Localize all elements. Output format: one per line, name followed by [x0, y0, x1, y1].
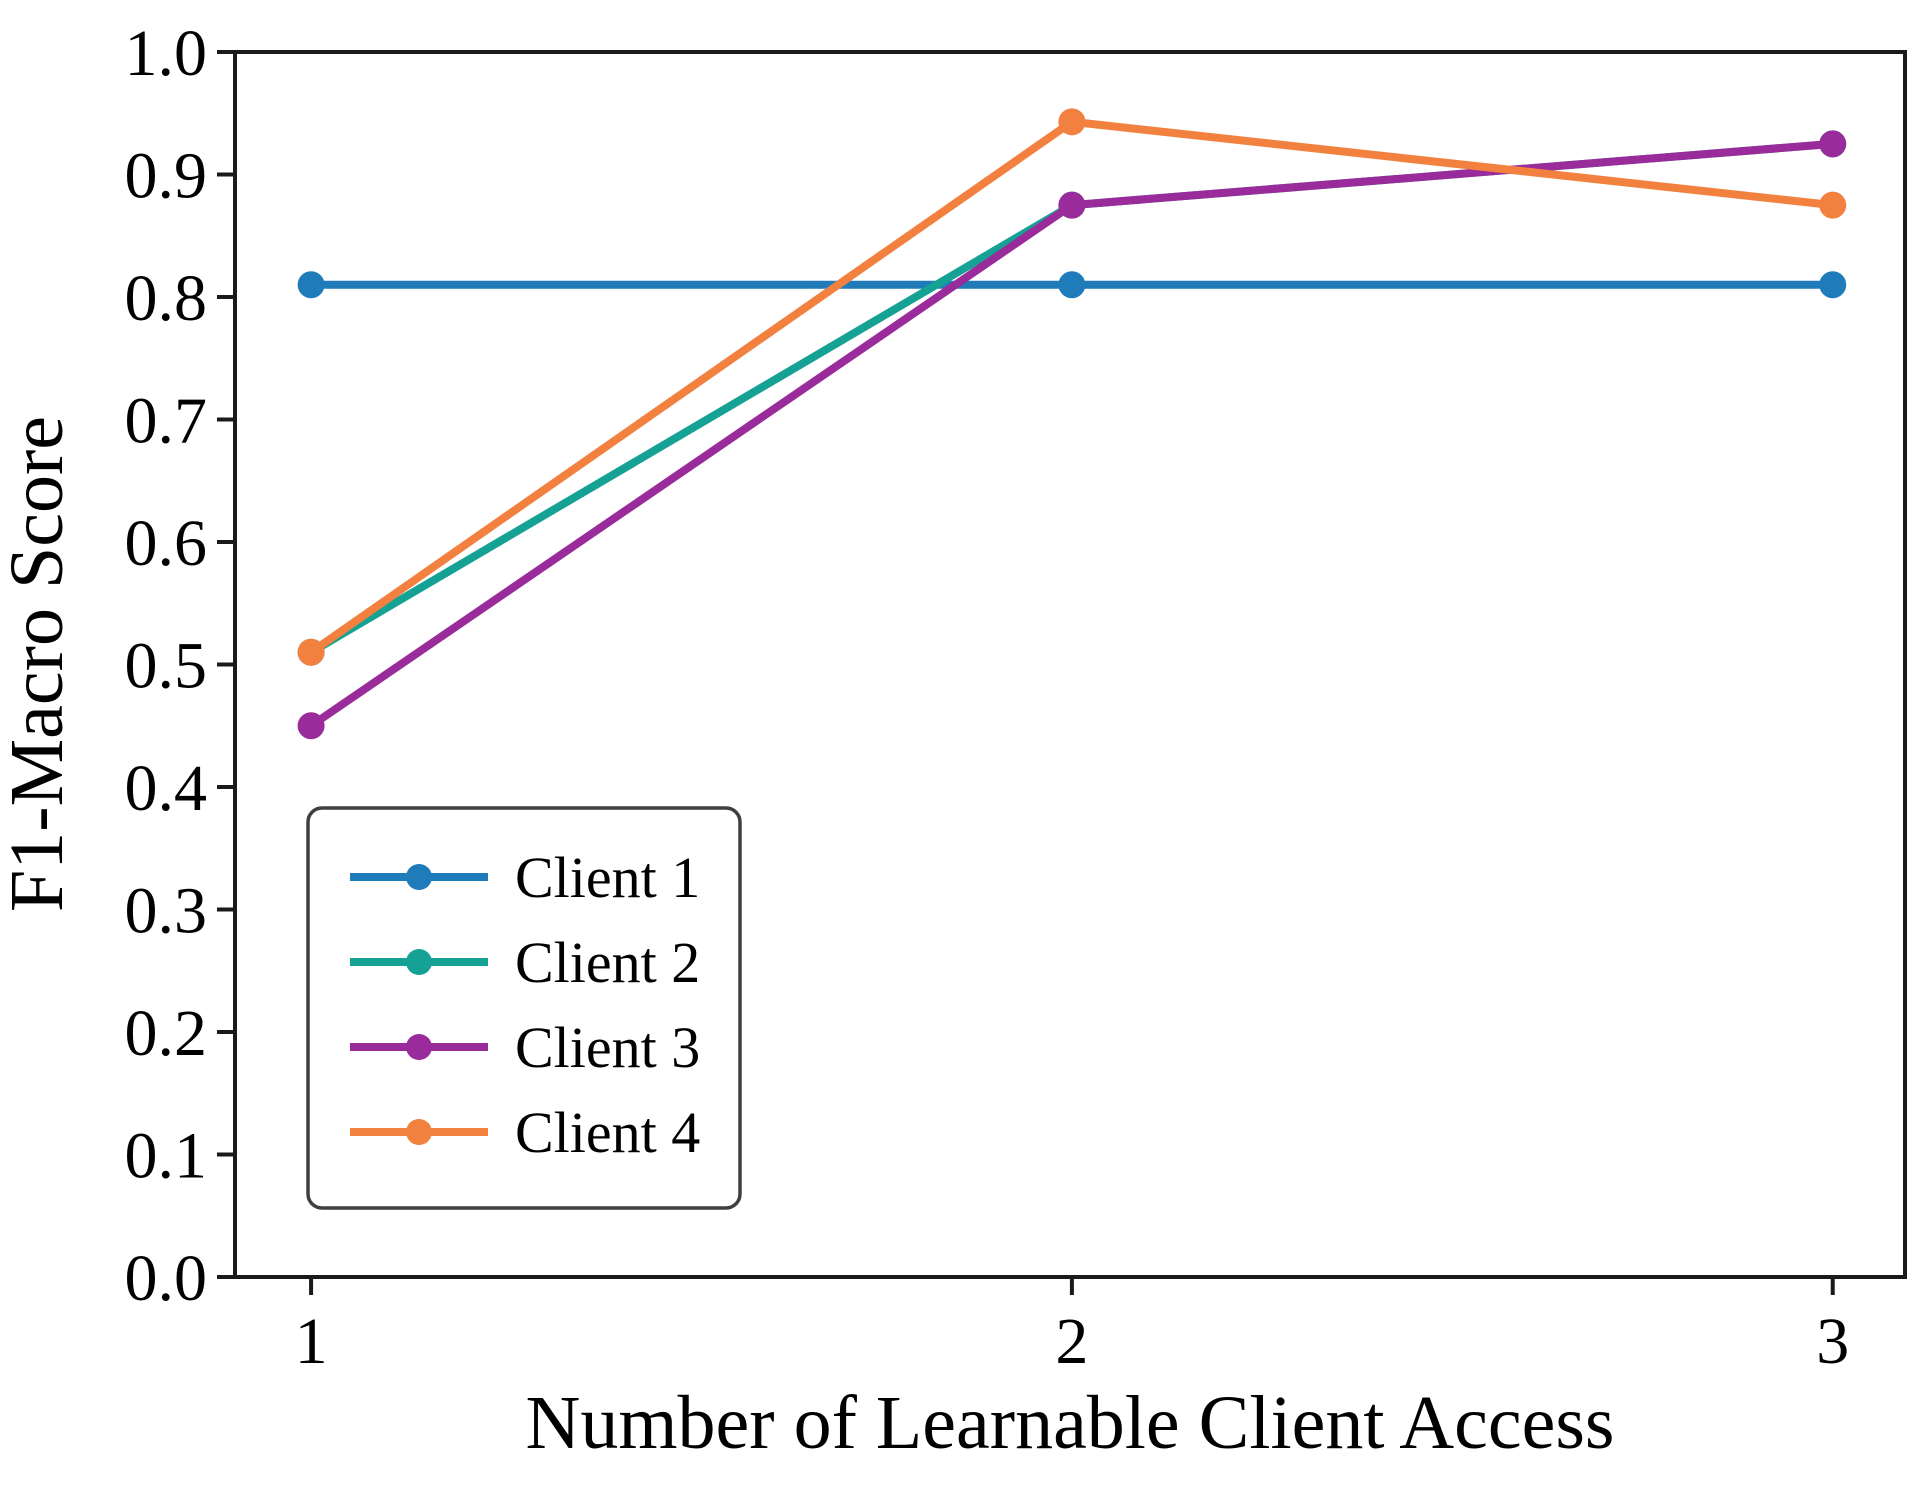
y-tick-label: 0.5 — [125, 630, 208, 703]
data-point — [1819, 191, 1847, 219]
y-tick-label: 0.8 — [125, 262, 208, 335]
x-tick-label: 2 — [1055, 1305, 1088, 1378]
data-point — [297, 271, 325, 299]
y-tick-label: 0.3 — [125, 875, 208, 948]
data-point — [1058, 108, 1086, 136]
data-point — [297, 638, 325, 666]
legend-label: Client 2 — [515, 930, 700, 995]
legend-label: Client 4 — [515, 1100, 700, 1165]
data-point — [1819, 130, 1847, 158]
series-line-client-2 — [307, 139, 1837, 657]
y-axis-label: F1-Macro Score — [0, 416, 79, 912]
legend-label: Client 3 — [515, 1015, 700, 1080]
data-point — [297, 712, 325, 740]
x-tick-label: 1 — [295, 1305, 328, 1378]
legend-marker — [406, 1119, 432, 1145]
y-tick-label: 1.0 — [125, 17, 208, 90]
legend-label: Client 1 — [515, 845, 700, 910]
legend-marker — [406, 1034, 432, 1060]
legend-box — [306, 806, 742, 1210]
y-tick-label: 0.4 — [125, 752, 208, 825]
plot-border — [233, 50, 1907, 1279]
y-tick-label: 0.2 — [125, 997, 208, 1070]
y-tick-label: 0.0 — [125, 1242, 208, 1315]
x-axis-label: Number of Learnable Client Access — [526, 1381, 1615, 1465]
legend-marker — [406, 864, 432, 890]
series-line-client-3 — [307, 139, 1837, 730]
y-tick-label: 0.6 — [125, 507, 208, 580]
legend-marker — [406, 949, 432, 975]
y-tick-label: 0.7 — [125, 385, 208, 458]
data-point — [1819, 271, 1847, 299]
y-tick-label: 0.9 — [125, 140, 208, 213]
y-tick-label: 0.1 — [125, 1120, 208, 1193]
data-point — [1058, 191, 1086, 219]
data-point — [1058, 271, 1086, 299]
x-tick-label: 3 — [1816, 1305, 1849, 1378]
